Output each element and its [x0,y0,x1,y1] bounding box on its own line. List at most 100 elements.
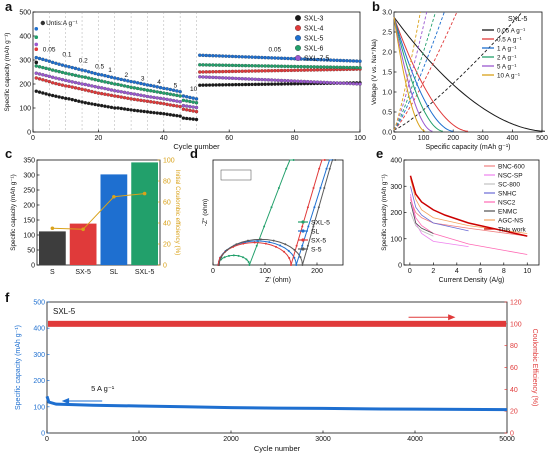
panel-a-point [315,68,320,72]
panel-c-right-ytick-label: 40 [163,221,171,228]
panel-c-ice-point [81,227,85,232]
panel-f-ytick-label: 0 [41,431,45,438]
panel-a-point [279,82,284,86]
panel-a-point [145,99,150,103]
panel-a-point [286,68,290,73]
panel-d-point [328,167,331,170]
panel-a-point [165,102,169,107]
panel-d-point [292,159,295,161]
panel-f-right-ytick-label: 60 [510,365,518,372]
panel-a-point [305,79,310,84]
panel-a-xtick-label: 80 [291,135,299,142]
panel-a-point [273,56,277,60]
panel-d-point [268,241,271,244]
panel-a-point [34,27,39,31]
panel-a-point [276,64,280,68]
panel-d-legend-label: SXL-5 [311,220,330,227]
panel-c-category-label: SXL-5 [135,269,155,276]
panel-f-rate-label: 5 A g⁻¹ [91,384,115,393]
panel-a-point [90,89,94,94]
panel-a-point [256,64,261,68]
panel-a-point [341,81,346,85]
panel-a-point [162,112,166,116]
panel-c-right-ytick-label: 60 [163,200,171,207]
panel-a-point [286,64,290,69]
panel-a-point [260,77,264,82]
panel-a-point [178,104,182,109]
panel-a-point [270,56,274,60]
panel-a-point [119,77,123,82]
panel-a-point [227,76,231,80]
panel-a-point [188,95,192,100]
panel-a-point [296,64,300,69]
panel-a-point [211,53,215,58]
panel-a-point [80,82,84,86]
panel-a-point [175,89,179,93]
panel-a-point [289,56,294,61]
panel-b-discharge-curve [393,17,433,132]
panel-a-point [106,105,110,109]
panel-a-point [217,83,222,87]
panel-c-ylabel: Specific capacity (mAh g⁻¹) [10,174,17,250]
panel-f-right-ytick-label: 100 [510,321,522,328]
panel-a-point [142,99,146,103]
panel-a-point [152,100,156,104]
panel-a-point [152,95,156,100]
panel-a-point [263,64,267,68]
panel-a-rate-label: 1 [108,67,112,74]
panel-a-point [63,96,68,101]
panel-c-right-ytick-label: 20 [163,242,171,249]
panel-b-charge-curve [393,11,436,131]
panel-a-point [250,69,254,73]
panel-a-point [145,94,150,99]
panel-d-point [312,187,315,189]
panel-a-point [54,94,58,98]
panel-a-point [34,42,39,47]
panel-a-xtick-label: 40 [160,135,168,142]
panel-f-ytick-label: 200 [33,378,45,385]
panel-a-point [175,99,179,103]
panel-d-point [323,187,326,189]
panel-a-point [70,97,74,102]
panel-a-point [96,85,101,90]
panel-a-point [237,63,241,68]
panel-a-point [70,72,74,77]
panel-d-point [325,167,328,170]
panel-a-point [188,108,192,113]
panel-a-point [119,83,123,87]
panel-d-point [259,238,262,241]
panel-a-point [162,97,166,101]
panel-a-point [60,95,65,100]
panel-e-ytick-label: 0 [398,263,402,270]
panel-a-point [319,68,323,72]
panel-a-point [132,92,137,96]
panel-a-point [286,82,290,86]
panel-e-series-line [410,186,469,232]
panel-a-point [243,69,248,73]
panel-a-point [50,60,55,65]
panel-a-point [129,85,133,90]
panel-a-point [149,100,153,104]
panel-d-point [307,225,310,228]
panel-a-point [230,83,235,87]
panel-b-ylabel: Voltage (V vs. Na⁺/Na) [371,39,378,105]
panel-a-point [126,96,130,100]
panel-a-point [47,79,52,84]
panel-a-point [322,80,326,85]
panel-a-point [279,78,284,83]
panel-a-point [155,85,159,89]
panel-f-right-ytick-label: 40 [510,387,518,394]
panel-a-point [86,89,91,93]
panel-a-point [178,89,182,94]
panel-b-ytick-label: 0.0 [382,130,392,137]
panel-f-ytick-label: 100 [33,404,45,411]
panel-a-point [348,59,352,63]
panel-a-point [152,84,156,88]
panel-a-point [194,105,199,110]
panel-a-point [90,102,94,106]
panel-e-series-line [410,199,528,237]
panel-a-point [41,91,45,95]
panel-d-point [232,254,235,257]
panel-d-point [247,261,250,264]
